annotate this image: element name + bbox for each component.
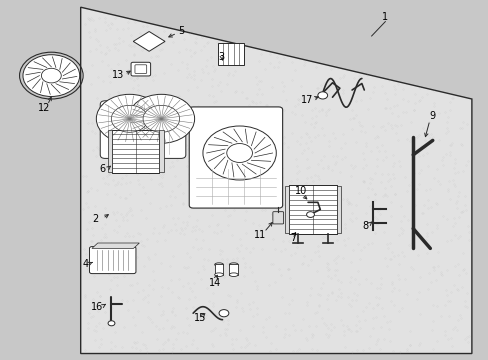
Text: 14: 14 xyxy=(208,278,221,288)
Circle shape xyxy=(111,105,147,132)
Text: 12: 12 xyxy=(38,103,50,113)
Text: 3: 3 xyxy=(218,51,224,62)
Bar xyxy=(229,264,238,275)
Bar xyxy=(217,43,244,65)
Text: 13: 13 xyxy=(112,69,124,80)
Bar xyxy=(159,130,163,172)
Polygon shape xyxy=(92,243,139,248)
FancyBboxPatch shape xyxy=(131,62,150,76)
Text: 4: 4 xyxy=(82,258,88,269)
Ellipse shape xyxy=(229,273,238,276)
Text: 16: 16 xyxy=(90,302,103,312)
Text: 1: 1 xyxy=(382,12,387,22)
FancyBboxPatch shape xyxy=(100,101,185,158)
FancyBboxPatch shape xyxy=(89,247,136,274)
Text: 11: 11 xyxy=(253,230,266,240)
Circle shape xyxy=(226,144,252,162)
Text: 9: 9 xyxy=(429,111,435,121)
Circle shape xyxy=(143,105,179,132)
Text: 8: 8 xyxy=(362,221,368,231)
Bar xyxy=(284,186,288,233)
Circle shape xyxy=(219,310,228,317)
Ellipse shape xyxy=(229,263,238,266)
Bar xyxy=(288,185,337,234)
Polygon shape xyxy=(81,7,471,354)
Circle shape xyxy=(96,94,163,143)
Circle shape xyxy=(317,92,327,99)
Bar xyxy=(214,264,223,275)
Circle shape xyxy=(306,212,314,217)
Bar xyxy=(337,186,341,233)
Ellipse shape xyxy=(214,273,223,276)
Text: 17: 17 xyxy=(300,95,313,105)
FancyBboxPatch shape xyxy=(189,107,282,208)
Circle shape xyxy=(41,68,61,83)
Circle shape xyxy=(128,94,194,143)
Circle shape xyxy=(203,126,276,180)
Text: 6: 6 xyxy=(100,164,105,174)
FancyBboxPatch shape xyxy=(272,212,283,224)
Text: 7: 7 xyxy=(290,233,296,243)
Text: 15: 15 xyxy=(194,312,206,323)
Ellipse shape xyxy=(214,263,223,266)
Circle shape xyxy=(23,55,80,96)
Bar xyxy=(112,130,159,173)
Circle shape xyxy=(108,321,115,326)
Polygon shape xyxy=(133,31,165,51)
Text: 2: 2 xyxy=(92,213,98,224)
Text: 5: 5 xyxy=(178,26,183,36)
Text: 10: 10 xyxy=(294,186,306,196)
Bar xyxy=(107,130,112,172)
